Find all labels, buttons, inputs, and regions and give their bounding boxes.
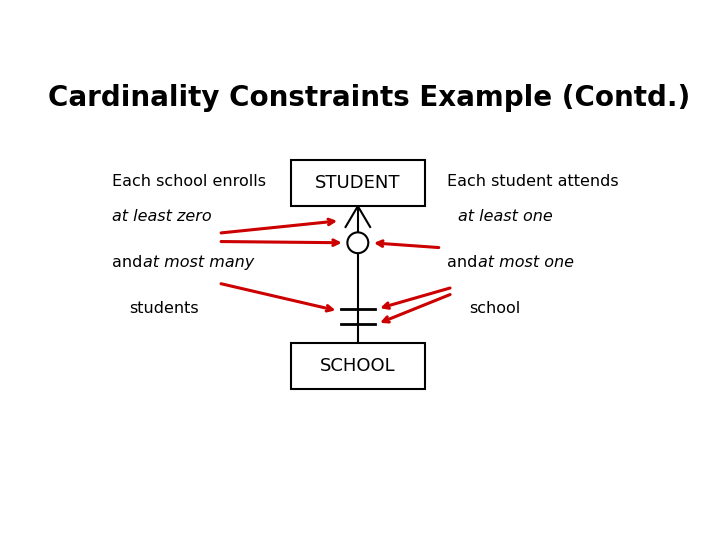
- Text: at least one: at least one: [459, 209, 553, 224]
- Text: Cardinality Constraints Example (Contd.): Cardinality Constraints Example (Contd.): [48, 84, 690, 112]
- Text: Each student attends: Each student attends: [447, 174, 618, 188]
- Text: at most one: at most one: [478, 255, 574, 270]
- Text: Each school enrolls: Each school enrolls: [112, 174, 266, 188]
- Text: school: school: [469, 301, 521, 315]
- Text: and: and: [112, 255, 148, 270]
- Ellipse shape: [347, 232, 369, 253]
- Text: at least zero: at least zero: [112, 209, 212, 224]
- Bar: [291, 343, 425, 389]
- Text: SCHOOL: SCHOOL: [320, 357, 396, 375]
- Text: and: and: [447, 255, 482, 270]
- Text: STUDENT: STUDENT: [315, 174, 400, 192]
- Bar: [291, 160, 425, 206]
- Text: students: students: [129, 301, 199, 315]
- Text: at most many: at most many: [143, 255, 254, 270]
